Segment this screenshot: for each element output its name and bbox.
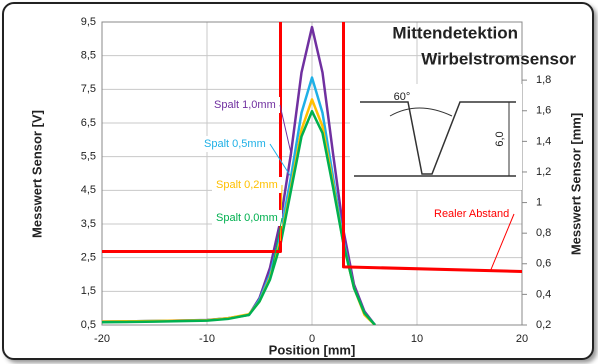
groove	[360, 101, 516, 175]
y-axis-label: Messwert Sensor [V]	[29, 110, 44, 238]
label-bg	[430, 206, 516, 222]
angle-label: 60°	[394, 91, 411, 103]
y2-tick-label: 0,4	[536, 288, 551, 300]
x-tick-label: -20	[94, 333, 110, 345]
x-tick-label: 10	[411, 333, 423, 345]
y2-tick-label: 1,8	[536, 74, 551, 86]
y-tick-label: 6,5	[81, 117, 96, 129]
y-tick-label: 5,5	[81, 151, 96, 163]
x-axis-label: Position [mm]	[269, 342, 356, 357]
chart-frame: 60° 6,0 Mittendetektion Wirbelstromsenso…	[2, 2, 594, 360]
y-tick-label: 1,5	[81, 285, 96, 297]
x-tick-label: 0	[309, 333, 315, 345]
label-pointer	[269, 217, 283, 280]
x-tick-label: 20	[516, 333, 528, 345]
y-tick-label: 9,5	[81, 16, 96, 28]
label-bg	[200, 136, 270, 152]
label-pointer	[490, 213, 515, 271]
series-line	[102, 109, 376, 325]
y-tick-label: 3,5	[81, 218, 96, 230]
label-pointer	[279, 104, 292, 154]
y-tick-label: 4,5	[81, 184, 96, 196]
y2-tick-label: 1,6	[536, 105, 551, 117]
legend-label: Spalt 1,0mm	[214, 99, 276, 111]
legend-label: Realer Abstand	[434, 208, 509, 220]
legend-label: Spalt 0,5mm	[204, 138, 266, 150]
y2-tick-label: 0,2	[536, 319, 551, 331]
y2-tick-label: 1,2	[536, 166, 551, 178]
y-tick-label: 7,5	[81, 83, 96, 95]
inset-diagram: 60° 6,0	[350, 84, 522, 190]
label-bg	[212, 177, 282, 193]
depth-label: 6,0	[494, 131, 506, 146]
y-tick-label: 2,5	[81, 252, 96, 264]
angle-arc	[389, 107, 453, 117]
label-pointer	[269, 143, 292, 178]
chart-title: Mittendetektion	[392, 23, 518, 42]
y2-tick-label: 0,6	[536, 258, 551, 270]
series-line	[102, 76, 376, 325]
label-bg	[210, 97, 280, 113]
y2-tick-label: 1,4	[536, 135, 551, 147]
y2-tick-label: 0,8	[536, 227, 551, 239]
y-tick-label: 0,5	[81, 319, 96, 331]
y2-tick-label: 1	[536, 196, 542, 208]
chart-subtitle: Wirbelstromsensor	[421, 49, 576, 68]
label-bg	[212, 210, 282, 226]
legend-label: Spalt 0,0mm	[216, 212, 278, 224]
y2-axis-label: Messwert Sensor [mm]	[568, 113, 583, 255]
x-tick-label: -10	[199, 333, 215, 345]
legend-label: Spalt 0,2mm	[216, 179, 278, 191]
y-tick-label: 8,5	[81, 50, 96, 62]
series-line	[102, 22, 522, 273]
chart: 60° 6,0 Mittendetektion Wirbelstromsenso…	[29, 16, 583, 358]
